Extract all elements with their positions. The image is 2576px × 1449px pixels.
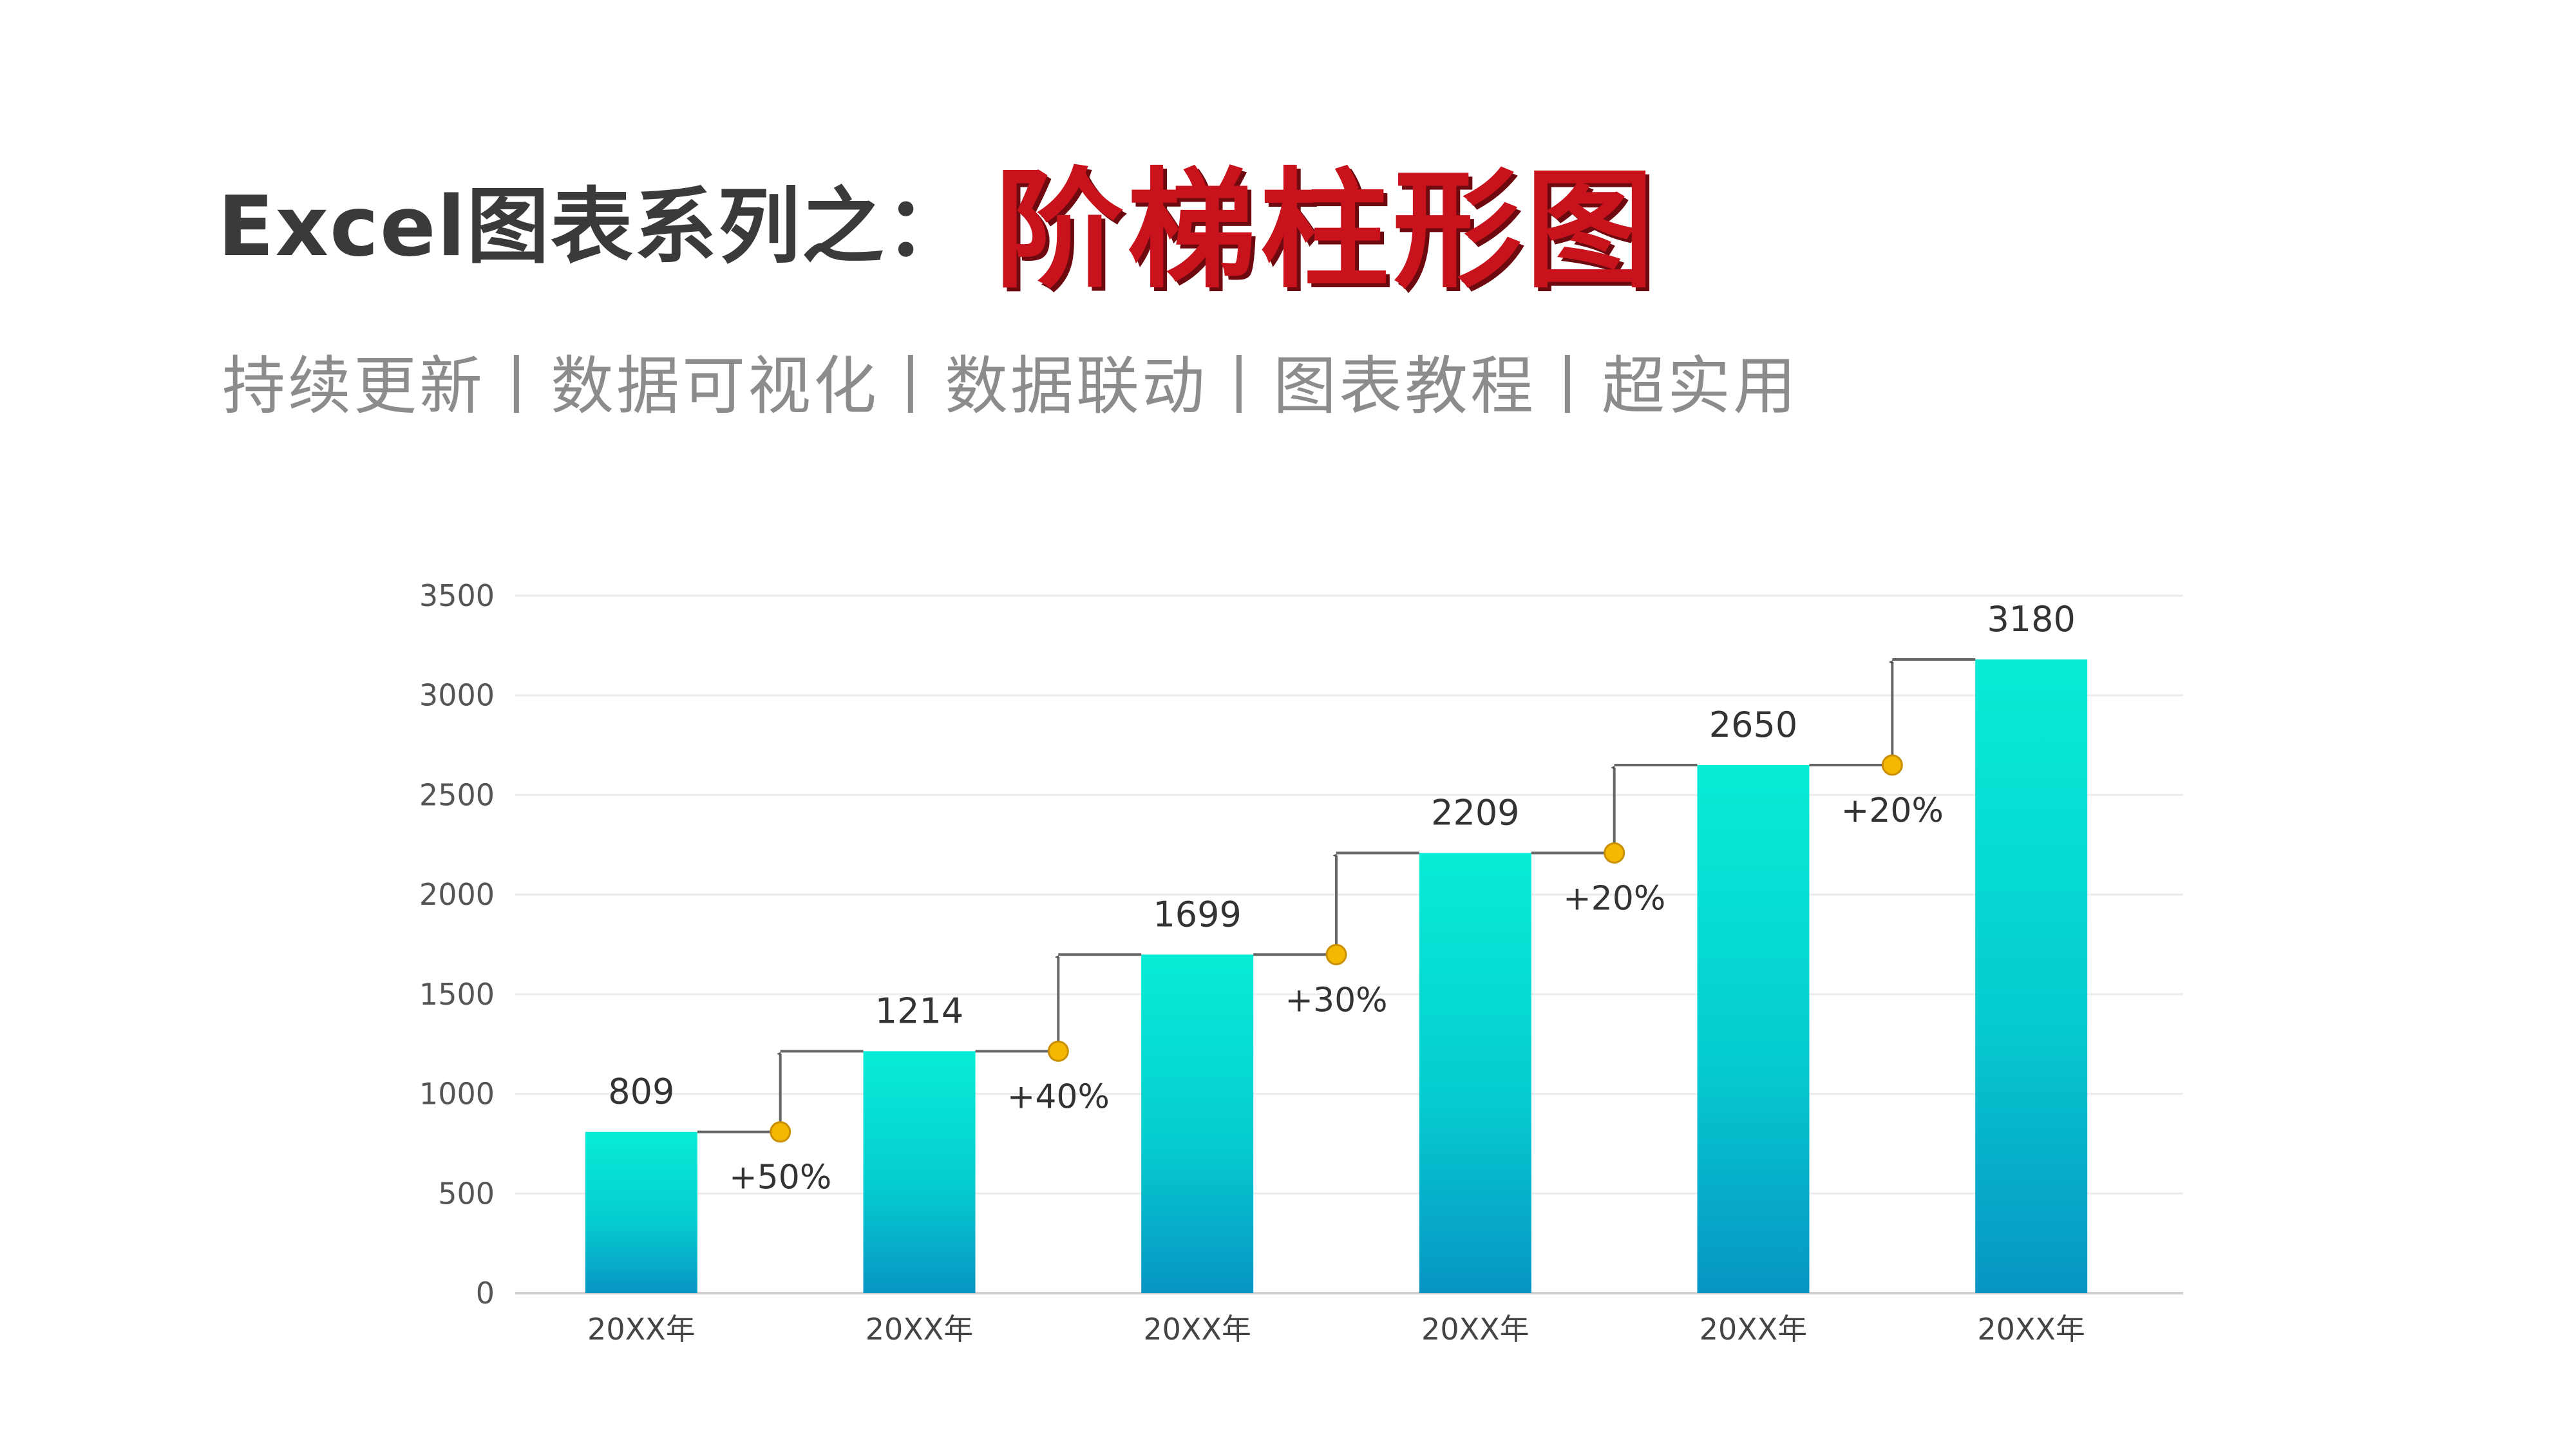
y-axis-ticks: 0 500 1000 1500 2000 2500 3000 3500 (419, 578, 495, 1311)
growth-label: +20% (1563, 879, 1665, 918)
bar (1141, 954, 1254, 1293)
growth-marker (1881, 754, 1903, 776)
growth-marker (770, 1121, 791, 1143)
page-title-prefix: Excel图表系列之： (218, 178, 969, 275)
y-tick-label: 500 (438, 1176, 495, 1211)
bar (863, 1051, 976, 1293)
x-axis-ticks: 20XX年 20XX年 20XX年 20XX年 20XX年 20XX年 (587, 1312, 2085, 1347)
y-tick-label: 1000 (419, 1077, 495, 1112)
growth-marker (1604, 842, 1625, 864)
title-row: Excel图表系列之： 阶梯柱形图 (218, 135, 1658, 306)
growth-label: +20% (1841, 791, 1944, 830)
x-tick-label: 20XX年 (1143, 1312, 1251, 1347)
y-tick-label: 2500 (419, 777, 495, 812)
data-label: 1699 (1153, 894, 1241, 934)
page-subtitle: 持续更新丨数据可视化丨数据联动丨图表教程丨超实用 (222, 350, 1799, 423)
growth-label: +30% (1285, 981, 1387, 1019)
y-tick-label: 3000 (419, 678, 495, 713)
x-tick-label: 20XX年 (1700, 1312, 1808, 1347)
data-label: 3180 (1987, 599, 2075, 639)
x-tick-label: 20XX年 (587, 1312, 696, 1347)
y-tick-label: 1500 (419, 977, 495, 1012)
growth-label: +50% (729, 1159, 831, 1197)
x-tick-label: 20XX年 (1421, 1312, 1530, 1347)
grid-lines (515, 594, 2183, 1294)
data-label: 2650 (1709, 705, 1797, 745)
growth-label: +40% (1007, 1077, 1110, 1116)
step-connectors (697, 658, 1976, 1143)
y-tick-label: 0 (476, 1276, 495, 1311)
x-tick-label: 20XX年 (866, 1312, 974, 1347)
data-labels: 809 1214 1699 2209 2650 3180 +50% +40% +30% +20% +… (608, 599, 2076, 1197)
y-tick-label: 2000 (419, 877, 495, 912)
bar (585, 1132, 697, 1293)
page-title-highlight: 阶梯柱形图 (994, 156, 1658, 306)
data-label: 809 (608, 1072, 674, 1112)
x-tick-label: 20XX年 (1977, 1312, 2085, 1347)
growth-marker (1047, 1040, 1069, 1062)
bar (1697, 765, 1810, 1293)
data-label: 2209 (1431, 792, 1519, 833)
bar (1419, 853, 1531, 1293)
data-label: 1214 (875, 990, 963, 1031)
bars (585, 659, 2088, 1293)
y-tick-label: 3500 (419, 578, 495, 613)
bar (1975, 659, 2088, 1293)
growth-marker (1325, 943, 1347, 965)
